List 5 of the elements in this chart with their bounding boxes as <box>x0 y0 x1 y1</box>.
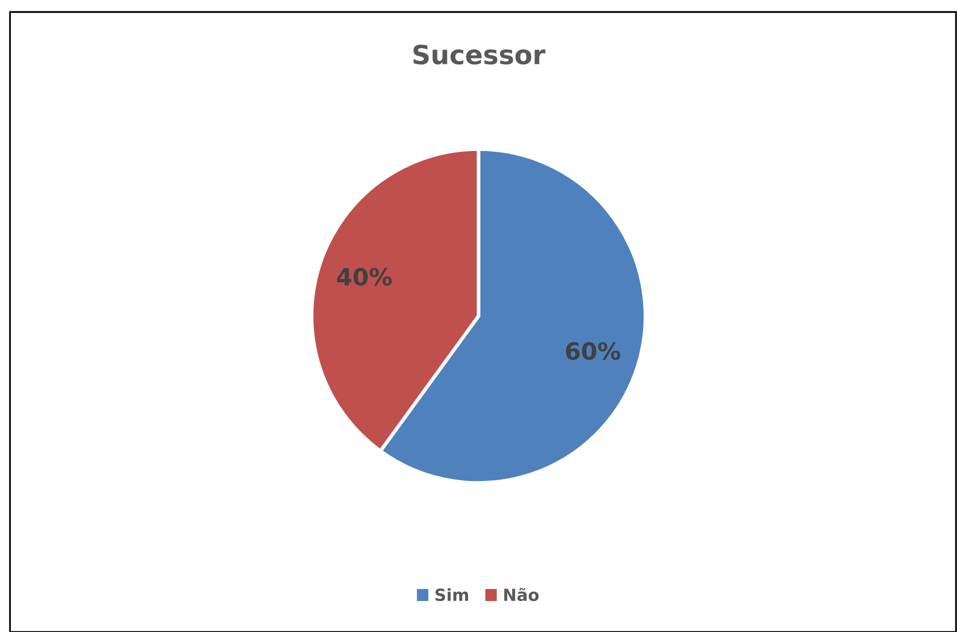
chart-title: Sucessor <box>413 44 546 65</box>
data-label: 60% <box>566 342 620 360</box>
data-label: 40% <box>337 268 392 286</box>
legend-label: Não <box>504 588 539 602</box>
legend-label: Sim <box>435 588 468 602</box>
